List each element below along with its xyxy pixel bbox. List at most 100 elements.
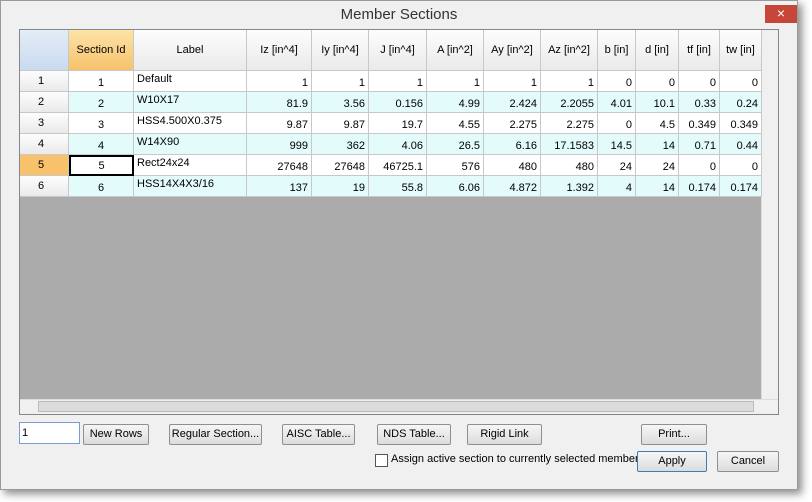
assign-checkbox[interactable] [375, 454, 388, 467]
column-header: Iy [in^4] [312, 30, 369, 71]
table-cell[interactable]: 0 [636, 71, 679, 92]
action-button[interactable]: Rigid Link [467, 424, 542, 445]
table-cell[interactable]: 4 [69, 134, 134, 155]
table-cell[interactable]: 4.55 [427, 113, 484, 134]
table-cell[interactable]: 4.872 [484, 176, 541, 197]
close-button[interactable]: × [765, 5, 797, 23]
table-cell[interactable]: 17.1583 [541, 134, 598, 155]
table-cell[interactable]: 55.8 [369, 176, 427, 197]
table-cell[interactable]: 999 [247, 134, 312, 155]
table-cell[interactable]: 14 [636, 176, 679, 197]
table-cell[interactable]: 4 [598, 176, 636, 197]
column-header: tw [in] [720, 30, 762, 71]
checkbox-label: Assign active section to currently selec… [391, 453, 645, 465]
table-cell[interactable]: 2.2055 [541, 92, 598, 113]
table-cell[interactable]: 0.24 [720, 92, 762, 113]
table-cell[interactable]: 0 [720, 71, 762, 92]
column-header: Iz [in^4] [247, 30, 312, 71]
table-cell[interactable]: 81.9 [247, 92, 312, 113]
scroll-thumb[interactable] [38, 401, 754, 412]
table-cell[interactable]: 27648 [247, 155, 312, 176]
column-header: Ay [in^2] [484, 30, 541, 71]
table-cell[interactable]: 2 [69, 92, 134, 113]
table-cell[interactable]: 4.5 [636, 113, 679, 134]
action-button[interactable]: Print... [641, 424, 707, 445]
table-cell[interactable]: 4.99 [427, 92, 484, 113]
table-cell[interactable]: 19 [312, 176, 369, 197]
table-cell[interactable]: 1.392 [541, 176, 598, 197]
row-header: 5 [20, 155, 69, 176]
table-cell[interactable]: 480 [541, 155, 598, 176]
table-cell[interactable]: 24 [636, 155, 679, 176]
table-cell[interactable]: HSS14X4X3/16 [134, 176, 247, 197]
table-cell[interactable]: 2.275 [541, 113, 598, 134]
table-cell[interactable]: 5 [69, 155, 134, 176]
table-cell[interactable]: 0.174 [720, 176, 762, 197]
table-cell[interactable]: 0.156 [369, 92, 427, 113]
table-cell[interactable]: 0.174 [679, 176, 720, 197]
table-cell[interactable]: 2.275 [484, 113, 541, 134]
apply-button[interactable]: Apply [637, 451, 707, 472]
table-cell[interactable]: W14X90 [134, 134, 247, 155]
vertical-scrollbar[interactable] [761, 30, 778, 399]
table-cell[interactable]: 1 [541, 71, 598, 92]
table-cell[interactable]: 1 [247, 71, 312, 92]
table-cell[interactable]: 0 [679, 155, 720, 176]
action-button[interactable]: New Rows [83, 424, 149, 445]
table-cell[interactable]: Rect24x24 [134, 155, 247, 176]
table-cell[interactable]: 0.71 [679, 134, 720, 155]
table-cell[interactable]: 0.349 [679, 113, 720, 134]
table-cell[interactable]: 26.5 [427, 134, 484, 155]
action-button[interactable]: AISC Table... [282, 424, 355, 445]
table-cell[interactable]: 27648 [312, 155, 369, 176]
table-cell[interactable]: Default [134, 71, 247, 92]
table-cell[interactable]: 0 [679, 71, 720, 92]
table-cell[interactable]: 0 [720, 155, 762, 176]
table-cell[interactable]: 24 [598, 155, 636, 176]
table-cell[interactable]: 1 [484, 71, 541, 92]
table-cell[interactable]: 362 [312, 134, 369, 155]
table-cell[interactable]: 0 [598, 71, 636, 92]
table-cell[interactable]: 10.1 [636, 92, 679, 113]
table-cell[interactable]: 137 [247, 176, 312, 197]
table-cell[interactable]: 1 [69, 71, 134, 92]
table-cell[interactable]: 4.06 [369, 134, 427, 155]
table-cell[interactable]: 46725.1 [369, 155, 427, 176]
table-cell[interactable]: 9.87 [312, 113, 369, 134]
table-cell[interactable]: 6.06 [427, 176, 484, 197]
table-cell[interactable]: 14.5 [598, 134, 636, 155]
table-cell[interactable]: 4.01 [598, 92, 636, 113]
action-button[interactable]: Regular Section... [169, 424, 262, 445]
column-header: d [in] [636, 30, 679, 71]
table-cell[interactable]: HSS4.500X0.375 [134, 113, 247, 134]
table-cell[interactable]: 3 [69, 113, 134, 134]
table-cell[interactable]: 0.349 [720, 113, 762, 134]
table-cell[interactable]: W10X17 [134, 92, 247, 113]
row-header: 1 [20, 71, 69, 92]
table-cell[interactable]: 0.33 [679, 92, 720, 113]
rows-input[interactable] [19, 422, 80, 444]
table-cell[interactable]: 1 [312, 71, 369, 92]
column-header: tf [in] [679, 30, 720, 71]
table-cell[interactable]: 0 [598, 113, 636, 134]
cancel-button[interactable]: Cancel [717, 451, 779, 472]
row-header: 2 [20, 92, 69, 113]
dialog-window: Member Sections × Section Id Label Iz [in^… [0, 0, 798, 490]
table-cell[interactable]: 1 [427, 71, 484, 92]
table-cell[interactable]: 1 [369, 71, 427, 92]
action-button[interactable]: NDS Table... [377, 424, 451, 445]
table-cell[interactable]: 480 [484, 155, 541, 176]
row-header: 3 [20, 113, 69, 134]
table-cell[interactable]: 14 [636, 134, 679, 155]
row-header: 6 [20, 176, 69, 197]
table-cell[interactable]: 19.7 [369, 113, 427, 134]
table-cell[interactable]: 576 [427, 155, 484, 176]
column-header: J [in^4] [369, 30, 427, 71]
table-cell[interactable]: 3.56 [312, 92, 369, 113]
table-cell[interactable]: 6.16 [484, 134, 541, 155]
table-cell[interactable]: 0.44 [720, 134, 762, 155]
table-cell[interactable]: 9.87 [247, 113, 312, 134]
table-cell[interactable]: 2.424 [484, 92, 541, 113]
column-header: Section Id [69, 30, 134, 71]
table-cell[interactable]: 6 [69, 176, 134, 197]
